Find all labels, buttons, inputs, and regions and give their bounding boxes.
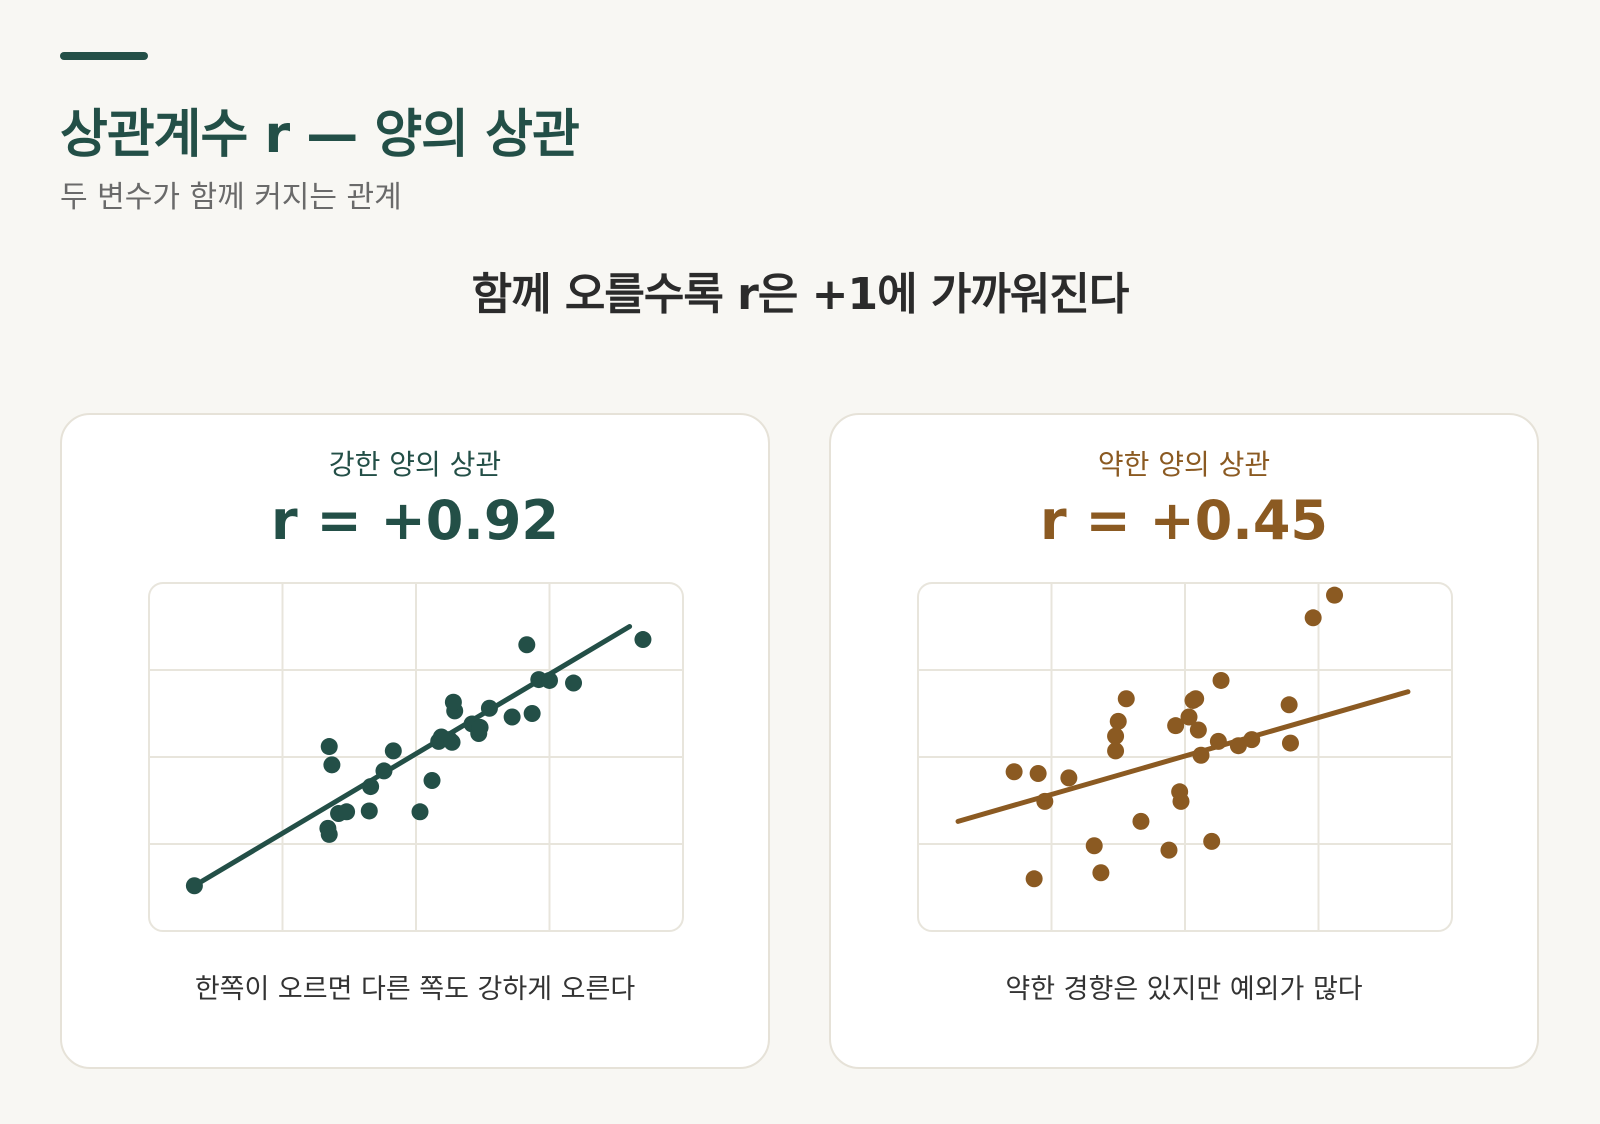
headline: 함께 오를수록 r은 +1에 가까워진다	[471, 269, 1130, 320]
data-point	[1189, 721, 1207, 739]
data-point	[1060, 769, 1078, 787]
data-point	[471, 718, 489, 736]
data-point	[1029, 765, 1047, 783]
data-point	[565, 674, 583, 692]
data-point	[360, 802, 378, 820]
data-point	[384, 742, 402, 760]
panel-label: 약한 양의 상관	[1097, 448, 1271, 481]
panel-label: 강한 양의 상관	[328, 448, 502, 481]
title-accent-bar	[60, 52, 148, 60]
panel-caption: 한쪽이 오르면 다른 쪽도 강하게 오른다	[194, 974, 636, 1005]
data-point	[480, 699, 498, 717]
data-point	[1243, 731, 1261, 749]
data-point	[523, 705, 541, 722]
data-point	[185, 877, 203, 895]
data-point	[320, 738, 338, 756]
data-point	[1212, 671, 1230, 689]
data-point	[1109, 712, 1127, 730]
r-value: r = +0.92	[271, 489, 559, 552]
data-point	[444, 693, 462, 711]
data-point	[1160, 841, 1178, 859]
data-point	[1025, 870, 1043, 888]
data-point	[320, 825, 338, 843]
data-point	[1172, 792, 1190, 810]
data-point	[375, 762, 393, 780]
data-point	[1209, 732, 1227, 750]
r-value: r = +0.45	[1040, 489, 1328, 552]
data-point	[1180, 708, 1198, 726]
trend-line	[191, 624, 633, 889]
data-point	[1326, 586, 1344, 604]
data-point	[1107, 727, 1125, 745]
panel-caption: 약한 경향은 있지만 예외가 많다	[1005, 974, 1363, 1005]
data-point	[338, 803, 356, 821]
scatter-plot-svg	[917, 582, 1453, 932]
data-point	[423, 771, 441, 789]
trend-line	[955, 689, 1411, 824]
scatter-plot	[148, 582, 684, 932]
data-point	[362, 778, 380, 796]
data-point	[1192, 746, 1210, 764]
strong-correlation-card: 강한 양의 상관 r = +0.92 한쪽이 오르면 다른 쪽도 강하게 오른다	[60, 413, 770, 1069]
data-point	[503, 708, 521, 726]
data-point	[1036, 792, 1054, 810]
data-point	[1167, 717, 1185, 735]
data-point	[1117, 690, 1135, 708]
data-point	[411, 803, 429, 821]
data-point	[1187, 690, 1205, 708]
data-point	[518, 636, 536, 654]
data-point	[1203, 832, 1221, 850]
data-point	[1280, 696, 1298, 714]
data-point	[634, 631, 652, 649]
data-point	[1229, 737, 1247, 755]
data-point	[1304, 609, 1322, 627]
data-point	[1005, 763, 1023, 781]
data-point	[443, 733, 461, 751]
weak-correlation-card: 약한 양의 상관 r = +0.45 약한 경향은 있지만 예외가 많다	[829, 413, 1539, 1069]
data-point	[323, 756, 341, 774]
page-title: 상관계수 r — 양의 상관	[60, 105, 580, 165]
data-point	[541, 671, 558, 689]
data-point	[1132, 812, 1150, 830]
data-point	[1085, 837, 1103, 855]
data-point	[1092, 864, 1110, 882]
page-subtitle: 두 변수가 함께 커지는 관계	[60, 180, 402, 215]
scatter-plot-svg	[148, 582, 684, 932]
data-point	[1281, 734, 1299, 752]
scatter-plot	[917, 582, 1453, 932]
data-point	[1107, 742, 1125, 760]
